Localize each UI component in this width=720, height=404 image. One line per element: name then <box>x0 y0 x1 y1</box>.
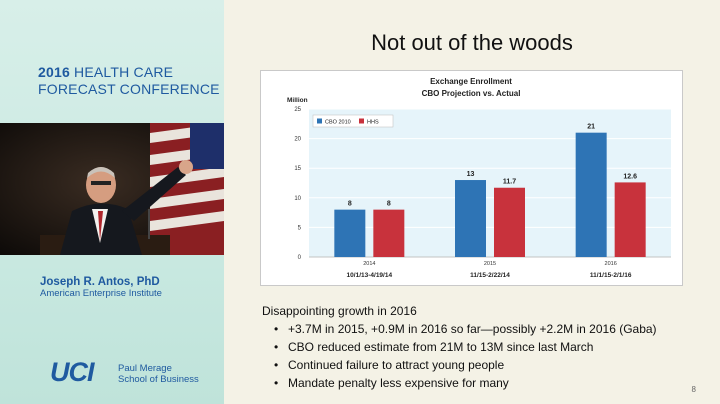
presentation-slide: Not out of the woods Exchange Enrollment… <box>224 0 720 404</box>
speaker-name: Joseph R. Antos, PhD <box>40 276 160 288</box>
school-name: Paul Merage School of Business <box>118 363 199 385</box>
data-label: 11.7 <box>503 179 516 186</box>
bullet-section: Disappointing growth in 2016 +3.7M in 20… <box>262 302 702 392</box>
conference-panel: 2016 HEALTH CARE FORECAST CONFERENCE <box>0 0 224 404</box>
bullet-item: CBO reduced estimate from 21M to 13M sin… <box>274 338 702 356</box>
conference-title: 2016 HEALTH CARE FORECAST CONFERENCE <box>38 64 223 98</box>
legend-box <box>312 114 394 128</box>
conference-year: 2016 <box>38 64 70 80</box>
enrollment-chart: Exchange Enrollment CBO Projection vs. Ac… <box>287 77 671 279</box>
school-name-line1: Paul Merage <box>118 363 172 374</box>
data-label: 13 <box>467 171 475 178</box>
y-tick-label: 15 <box>294 166 301 172</box>
chart-container: Exchange Enrollment CBO Projection vs. Ac… <box>260 70 683 286</box>
data-label: 12.6 <box>623 173 637 180</box>
legend-swatch <box>317 118 322 124</box>
bar-cbo-2010 <box>575 132 607 257</box>
y-tick-label: 20 <box>294 137 301 143</box>
y-tick-label: 5 <box>298 225 302 231</box>
data-label: 8 <box>348 201 352 208</box>
speaker-organization: American Enterprise Institute <box>40 288 162 299</box>
bar-cbo-2010 <box>455 180 486 257</box>
flag-graphic <box>150 123 224 255</box>
speaker-video <box>0 123 224 255</box>
slide-title: Not out of the woods <box>371 30 573 55</box>
bullet-lead: Disappointing growth in 2016 <box>262 304 417 318</box>
period-label: 10/1/13-4/19/14 <box>347 272 393 279</box>
conference-title-line2: FORECAST CONFERENCE <box>38 81 220 97</box>
y-tick-label: 0 <box>298 255 302 261</box>
period-label: 11/15-2/22/14 <box>470 272 510 279</box>
bar-hhs <box>614 182 646 257</box>
x-tick-label: 2015 <box>484 261 496 267</box>
legend-label: HHS <box>367 120 379 126</box>
speaker-video-frame <box>0 123 224 255</box>
y-axis-label: Million <box>287 97 308 104</box>
bar-hhs <box>373 209 405 257</box>
y-tick-label: 25 <box>294 107 301 113</box>
conference-title-line1: HEALTH CARE <box>69 64 174 80</box>
chart-title: Exchange Enrollment <box>430 77 512 86</box>
chart-subtitle: CBO Projection vs. Actual <box>422 89 521 98</box>
bullet-item: Mandate penalty less expensive for many <box>274 374 702 392</box>
x-tick-label: 2014 <box>363 261 375 267</box>
period-label: 11/1/15-2/1/16 <box>590 272 632 279</box>
bullet-list: +3.7M in 2015, +0.9M in 2016 so far—poss… <box>262 320 702 392</box>
school-name-line2: School of Business <box>118 374 199 385</box>
data-label: 21 <box>587 124 595 131</box>
x-tick-label: 2016 <box>605 261 617 267</box>
data-label: 8 <box>387 201 391 208</box>
y-tick-label: 10 <box>294 196 301 202</box>
page-number: 8 <box>691 385 696 394</box>
plot-area <box>309 109 671 257</box>
legend-label: CBO 2010 <box>325 120 351 126</box>
uci-logo: UCI <box>50 357 94 387</box>
legend-swatch <box>359 118 364 124</box>
bullet-item: Continued failure to attract young peopl… <box>274 356 702 374</box>
bullet-item: +3.7M in 2015, +0.9M in 2016 so far—poss… <box>274 320 702 338</box>
bar-cbo-2010 <box>334 209 366 257</box>
bar-hhs <box>494 187 525 257</box>
